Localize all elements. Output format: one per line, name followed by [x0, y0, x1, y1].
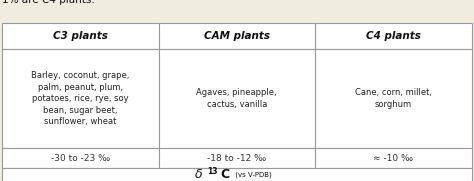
- Bar: [315, 23, 472, 49]
- Bar: [2, 23, 159, 49]
- Text: -30 to -23 ‰: -30 to -23 ‰: [51, 154, 110, 163]
- Bar: [2, 148, 159, 168]
- Text: -18 to -12 ‰: -18 to -12 ‰: [207, 154, 266, 163]
- Bar: [159, 148, 315, 168]
- Text: CAM plants: CAM plants: [204, 31, 270, 41]
- Bar: [2, 49, 159, 148]
- Text: $\delta$: $\delta$: [194, 168, 203, 181]
- Bar: [159, 23, 315, 49]
- Text: C3 plants: C3 plants: [53, 31, 108, 41]
- Bar: [315, 49, 472, 148]
- Text: (vs V-PDB): (vs V-PDB): [233, 171, 272, 178]
- Text: ≈ -10 ‰: ≈ -10 ‰: [373, 154, 413, 163]
- Bar: [315, 148, 472, 168]
- Bar: [159, 49, 315, 148]
- Text: C4 plants: C4 plants: [366, 31, 421, 41]
- Text: C: C: [220, 168, 229, 181]
- Bar: [2, 168, 472, 181]
- Text: 1% are C4 plants.: 1% are C4 plants.: [2, 0, 95, 5]
- Text: Cane, corn, millet,
sorghum: Cane, corn, millet, sorghum: [355, 89, 432, 109]
- Text: 13: 13: [208, 167, 218, 176]
- Text: Barley, coconut, grape,
palm, peanut, plum,
potatoes, rice, rye, soy
bean, sugar: Barley, coconut, grape, palm, peanut, pl…: [31, 71, 130, 126]
- Text: Agaves, pineapple,
cactus, vanilla: Agaves, pineapple, cactus, vanilla: [196, 89, 277, 109]
